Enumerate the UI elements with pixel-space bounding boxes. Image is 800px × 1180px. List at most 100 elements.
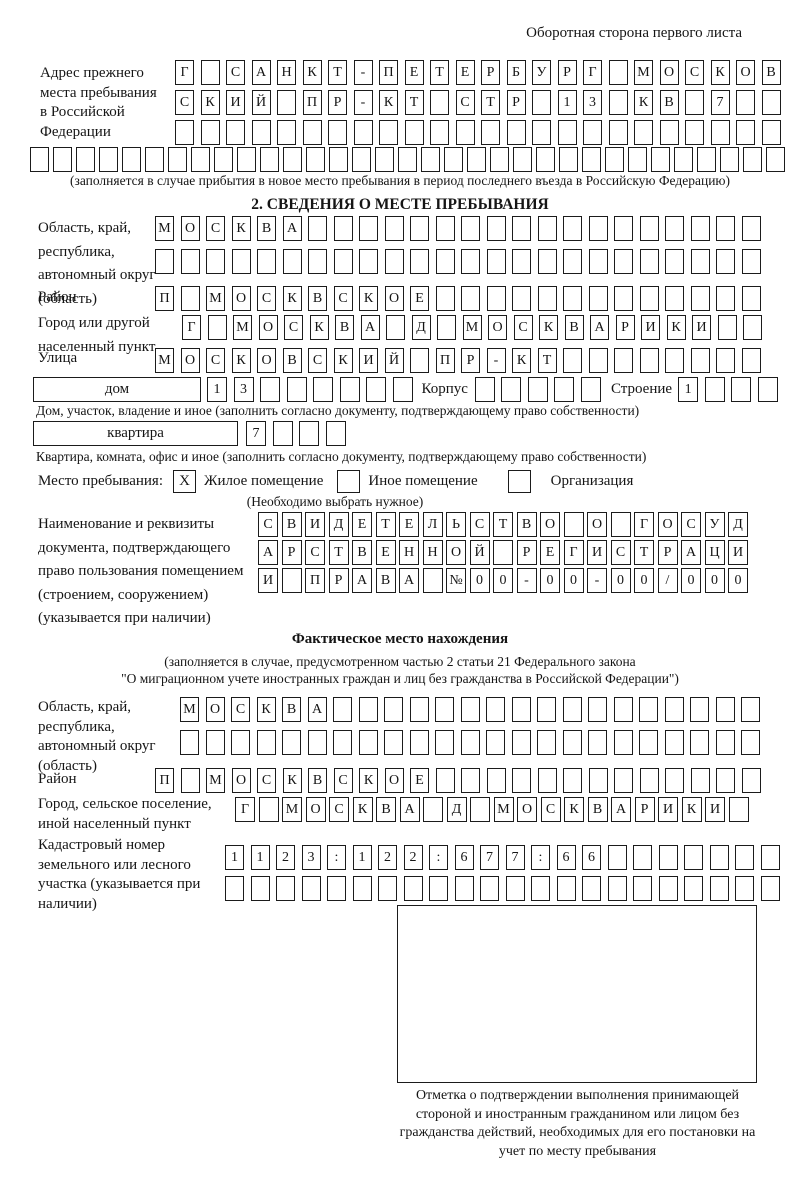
char-cell <box>272 421 293 446</box>
char-cell: 3 <box>583 90 602 115</box>
char-cell: С <box>333 768 353 793</box>
char-cell <box>435 768 455 793</box>
char-cell: В <box>257 216 276 241</box>
char-cell <box>358 730 378 755</box>
char-cell <box>358 697 378 722</box>
char-cell: П <box>305 568 325 593</box>
char-cell <box>512 249 531 274</box>
char-cell: 6 <box>582 845 601 870</box>
char-cell: Т <box>430 60 449 85</box>
char-cell <box>435 216 455 241</box>
char-cell <box>384 730 403 755</box>
char-cell: М <box>155 348 174 373</box>
s2-ulitsa-label: Улица <box>38 350 78 366</box>
char-cell: О <box>257 348 276 373</box>
char-cell: С <box>257 286 276 311</box>
char-cell: В <box>564 315 584 340</box>
char-cell <box>486 768 506 793</box>
char-cell <box>709 876 729 901</box>
char-cell <box>537 216 557 241</box>
char-cell <box>651 147 670 172</box>
char-cell: К <box>666 315 686 340</box>
char-cell <box>610 512 631 537</box>
fact-gorod-label: Город, сельское поселение, иной населенн… <box>38 796 212 832</box>
char-cell <box>736 90 755 115</box>
char-cell: К <box>282 286 302 311</box>
char-cell <box>352 147 371 172</box>
char-cell <box>562 697 582 722</box>
char-cell <box>421 147 440 172</box>
kvartira-row: квартира 7 <box>33 421 346 446</box>
char-cell <box>716 768 735 793</box>
char-cell: 1 <box>207 377 227 402</box>
char-cell: 1 <box>250 845 270 870</box>
char-cell <box>511 730 531 755</box>
char-cell <box>437 315 456 340</box>
char-cell: О <box>180 348 200 373</box>
char-cell <box>607 845 627 870</box>
char-cell: Т <box>634 540 654 565</box>
char-cell <box>613 730 633 755</box>
char-cell: Е <box>410 286 429 311</box>
char-cell <box>588 730 607 755</box>
char-cell <box>659 120 679 145</box>
char-cell <box>588 768 608 793</box>
char-cell: - <box>353 60 373 85</box>
char-cell <box>486 249 506 274</box>
char-cell: Е <box>352 512 372 537</box>
char-cell <box>639 286 659 311</box>
fact-oblast-label: Область, край, республика, автономный ок… <box>38 699 156 774</box>
char-cell <box>563 286 582 311</box>
char-cell <box>301 876 321 901</box>
char-cell: Е <box>375 540 396 565</box>
char-cell <box>511 697 531 722</box>
char-cell: Р <box>516 540 537 565</box>
char-cell <box>276 876 295 901</box>
char-cell <box>392 377 413 402</box>
char-cell <box>741 768 761 793</box>
s2-gorod-label: Город или другой населенный пункт <box>38 315 156 355</box>
char-cell <box>460 697 480 722</box>
char-cell <box>226 120 245 145</box>
char-cell: В <box>308 768 327 793</box>
char-cell: Т <box>537 348 557 373</box>
char-cell: С <box>333 286 353 311</box>
char-cell <box>281 568 302 593</box>
char-cell: У <box>704 512 725 537</box>
char-cell <box>207 315 227 340</box>
prev-address-row-4 <box>30 147 785 172</box>
stamp-box <box>397 905 757 1083</box>
char-cell <box>513 147 532 172</box>
char-cell <box>658 845 678 870</box>
char-cell <box>384 216 404 241</box>
char-cell: 0 <box>469 568 490 593</box>
char-cell <box>761 90 781 115</box>
mesto-row: Место пребывания: X Жилое помещение Иное… <box>38 470 633 493</box>
char-cell: В <box>282 697 301 722</box>
char-cell <box>717 315 737 340</box>
char-cell <box>582 147 601 172</box>
char-cell: : <box>429 845 448 870</box>
char-cell: Г <box>182 315 201 340</box>
char-cell: 1 <box>352 845 372 870</box>
char-cell: И <box>359 348 378 373</box>
char-cell: С <box>455 90 475 115</box>
char-cell <box>168 147 187 172</box>
char-cell <box>716 348 735 373</box>
char-cell: 6 <box>454 845 474 870</box>
char-cell <box>735 876 754 901</box>
char-cell <box>537 249 557 274</box>
char-cell: П <box>155 286 174 311</box>
checkbox-zhiloe: X <box>173 470 196 493</box>
char-cell: О <box>231 286 251 311</box>
char-cell: С <box>540 797 561 822</box>
char-cell: 2 <box>276 845 295 870</box>
char-cell: А <box>681 540 701 565</box>
char-cell <box>352 876 372 901</box>
char-cell <box>353 120 373 145</box>
char-cell: Р <box>281 540 302 565</box>
char-cell: К <box>539 315 558 340</box>
dom-note: Дом, участок, владение и иное (заполнить… <box>36 403 640 418</box>
char-cell <box>563 512 584 537</box>
char-cell <box>588 216 608 241</box>
